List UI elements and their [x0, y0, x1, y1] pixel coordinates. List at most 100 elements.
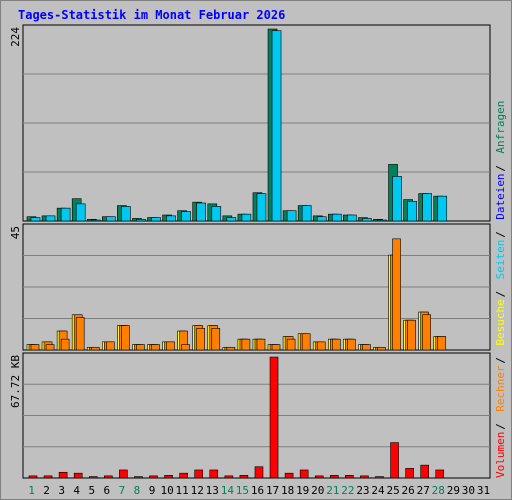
- x-tick-label: 11: [176, 484, 189, 497]
- y-axis-max-label: 45: [9, 226, 22, 239]
- bar-volumen-day-12: [194, 469, 204, 479]
- bar-volumen-day-25: [390, 442, 399, 479]
- bar-rechner-day-20: [316, 341, 326, 351]
- bar-dateien-day-20: [316, 216, 327, 222]
- bar-rechner-day-16: [256, 338, 266, 351]
- x-tick-label: 15: [236, 484, 249, 497]
- bar-dateien-day-13: [211, 206, 222, 222]
- bar-volumen-day-14: [224, 475, 234, 479]
- bar-volumen-day-23: [360, 475, 369, 479]
- bar-rechner-day-26: [407, 319, 416, 351]
- bar-rechner-day-1: [30, 344, 40, 351]
- x-tick-label: 4: [73, 484, 80, 497]
- x-tick-label: 8: [134, 484, 141, 497]
- series-rechner: [30, 238, 447, 351]
- series-dateien: [30, 30, 448, 222]
- bar-dateien-day-25: [392, 176, 402, 222]
- bar-dateien-day-18: [286, 210, 297, 222]
- bar-rechner-day-23: [362, 344, 371, 351]
- bar-rechner-day-27: [422, 314, 431, 351]
- x-tick-label: 25: [386, 484, 399, 497]
- y-axis-max-label: 67.72 KB: [9, 355, 22, 408]
- bar-volumen-day-1: [28, 475, 38, 479]
- x-tick-label: 28: [432, 484, 445, 497]
- x-tick-label: 20: [311, 484, 324, 497]
- bar-rechner-day-19: [301, 333, 311, 351]
- bar-volumen-day-28: [435, 469, 445, 479]
- x-tick-label: 12: [191, 484, 204, 497]
- x-tick-label: 23: [356, 484, 369, 497]
- bar-dateien-day-24: [377, 219, 387, 222]
- bar-dateien-day-26: [407, 200, 417, 222]
- x-tick-label: 7: [119, 484, 126, 497]
- x-tick-label: 2: [43, 484, 50, 497]
- bar-volumen-day-9: [149, 475, 158, 479]
- series-volumen: [28, 356, 445, 479]
- bar-dateien-day-14: [226, 217, 237, 222]
- bar-rechner-day-13: [211, 328, 221, 351]
- bar-rechner-day-6: [106, 341, 115, 351]
- legend-besuche: Besuche: [494, 299, 507, 345]
- x-tick-label: 31: [477, 484, 490, 497]
- x-tick-label: 18: [281, 484, 294, 497]
- x-tick-label: 26: [402, 484, 415, 497]
- bar-rechner-day-18: [286, 338, 296, 351]
- bar-volumen-day-22: [345, 475, 354, 479]
- bar-volumen-day-3: [58, 471, 68, 479]
- legend-separator: /: [494, 165, 507, 172]
- bar-volumen-day-10: [164, 475, 173, 479]
- legend-separator: /: [494, 357, 507, 364]
- bar-rechner-day-25: [392, 238, 401, 351]
- bar-dateien-day-16: [256, 193, 267, 222]
- x-tick-label: 16: [251, 484, 264, 497]
- bar-volumen-day-24: [375, 476, 384, 479]
- bar-rechner-day-8: [136, 344, 145, 351]
- x-tick-label: 21: [326, 484, 339, 497]
- bar-volumen-day-11: [179, 472, 188, 479]
- bar-dateien-day-4: [75, 203, 86, 222]
- x-tick-label: 27: [417, 484, 430, 497]
- bar-volumen-day-19: [299, 469, 309, 479]
- bar-dateien-day-28: [437, 195, 448, 222]
- bar-dateien-day-6: [106, 216, 116, 222]
- bar-rechner-day-15: [241, 338, 251, 351]
- bar-rechner-day-24: [377, 346, 386, 351]
- y-axis-max-label: 224: [9, 27, 22, 47]
- x-tick-label: 14: [221, 484, 235, 497]
- bar-dateien-day-1: [30, 217, 41, 222]
- x-tick-label: 5: [88, 484, 95, 497]
- bar-volumen-day-16: [254, 466, 264, 479]
- x-tick-label: 10: [160, 484, 173, 497]
- bar-volumen-day-6: [104, 475, 113, 479]
- bar-volumen-day-17: [269, 356, 279, 479]
- x-tick-label: 6: [104, 484, 111, 497]
- bar-volumen-day-8: [134, 476, 143, 479]
- bar-volumen-day-7: [119, 469, 128, 479]
- x-tick-label: 3: [58, 484, 65, 497]
- legend-seiten: Seiten: [494, 240, 507, 280]
- legend-rechner: Rechner: [494, 365, 507, 412]
- x-tick-label: 17: [266, 484, 279, 497]
- bar-rechner-day-4: [75, 317, 85, 351]
- panel-3: 67.72 KB: [9, 352, 491, 479]
- bar-rechner-day-11: [181, 344, 190, 351]
- bar-rechner-day-10: [166, 341, 175, 351]
- bar-dateien-day-9: [151, 217, 161, 222]
- bar-dateien-day-27: [422, 193, 432, 222]
- legend-separator: /: [494, 231, 507, 238]
- bar-volumen-day-18: [284, 472, 294, 479]
- bar-dateien-day-10: [166, 215, 176, 222]
- x-tick-label: 19: [296, 484, 309, 497]
- bar-rechner-day-2: [45, 344, 55, 351]
- bar-dateien-day-2: [45, 215, 56, 222]
- bar-dateien-day-7: [121, 206, 131, 222]
- bar-dateien-day-5: [90, 219, 101, 222]
- x-tick-label: 30: [462, 484, 475, 497]
- bar-rechner-day-28: [437, 336, 447, 351]
- bar-rechner-day-5: [90, 346, 100, 351]
- bar-rechner-day-17: [271, 344, 281, 351]
- bar-volumen-day-26: [405, 468, 414, 479]
- panel-1: 224: [9, 24, 491, 222]
- legend-separator: /: [494, 291, 507, 298]
